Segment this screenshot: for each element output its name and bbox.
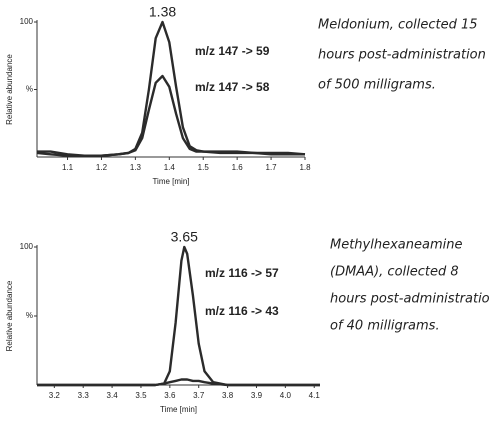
y-tick-label: 100 <box>20 242 34 251</box>
note-line: hours post-administration <box>318 48 486 63</box>
trace-label: m/z 116 -> 57 <box>205 266 279 280</box>
note-line: hours post-administration <box>330 292 490 307</box>
note-line: Methylhexaneamine <box>330 238 462 253</box>
peak-label: 1.38 <box>149 4 176 20</box>
trace-label: m/z 147 -> 59 <box>195 44 270 58</box>
peak-label: 3.65 <box>171 229 198 245</box>
trace-label: m/z 147 -> 58 <box>195 80 270 94</box>
x-tick-label: 1.6 <box>232 163 244 172</box>
trace-label: m/z 116 -> 43 <box>205 304 279 318</box>
x-tick-label: 1.3 <box>130 163 142 172</box>
x-tick-label: 1.1 <box>62 163 74 172</box>
note-line: of 40 milligrams. <box>330 319 440 334</box>
x-tick-label: 3.5 <box>135 391 147 400</box>
y-tick-label: 100 <box>20 17 34 26</box>
note-line: Meldonium, collected 15 <box>318 18 478 33</box>
x-tick-label: 3.8 <box>222 391 234 400</box>
note-line: (DMAA), collected 8 <box>330 265 459 280</box>
y-axis-label: Relative abundance <box>5 280 14 351</box>
x-tick-label: 3.4 <box>107 391 119 400</box>
x-tick-label: 3.7 <box>193 391 205 400</box>
x-tick-label: 3.3 <box>78 391 90 400</box>
x-tick-label: 1.2 <box>96 163 108 172</box>
x-tick-label: 1.7 <box>266 163 278 172</box>
x-tick-label: 3.9 <box>251 391 263 400</box>
x-axis-label: Time [min] <box>160 405 197 414</box>
x-tick-label: 1.8 <box>299 163 311 172</box>
x-axis-label: Time [min] <box>152 177 189 186</box>
trace <box>37 378 320 387</box>
y-tick-label: % <box>26 85 33 94</box>
note-line: of 500 milligrams. <box>318 78 436 93</box>
x-tick-label: 1.4 <box>164 163 176 172</box>
x-tick-label: 3.6 <box>164 391 176 400</box>
trace <box>36 74 305 157</box>
x-tick-label: 3.2 <box>49 391 61 400</box>
x-tick-label: 1.5 <box>198 163 210 172</box>
y-tick-label: % <box>26 311 33 320</box>
x-tick-label: 4.0 <box>280 391 292 400</box>
x-tick-label: 4.1 <box>309 391 321 400</box>
y-axis-label: Relative abundance <box>5 54 14 125</box>
